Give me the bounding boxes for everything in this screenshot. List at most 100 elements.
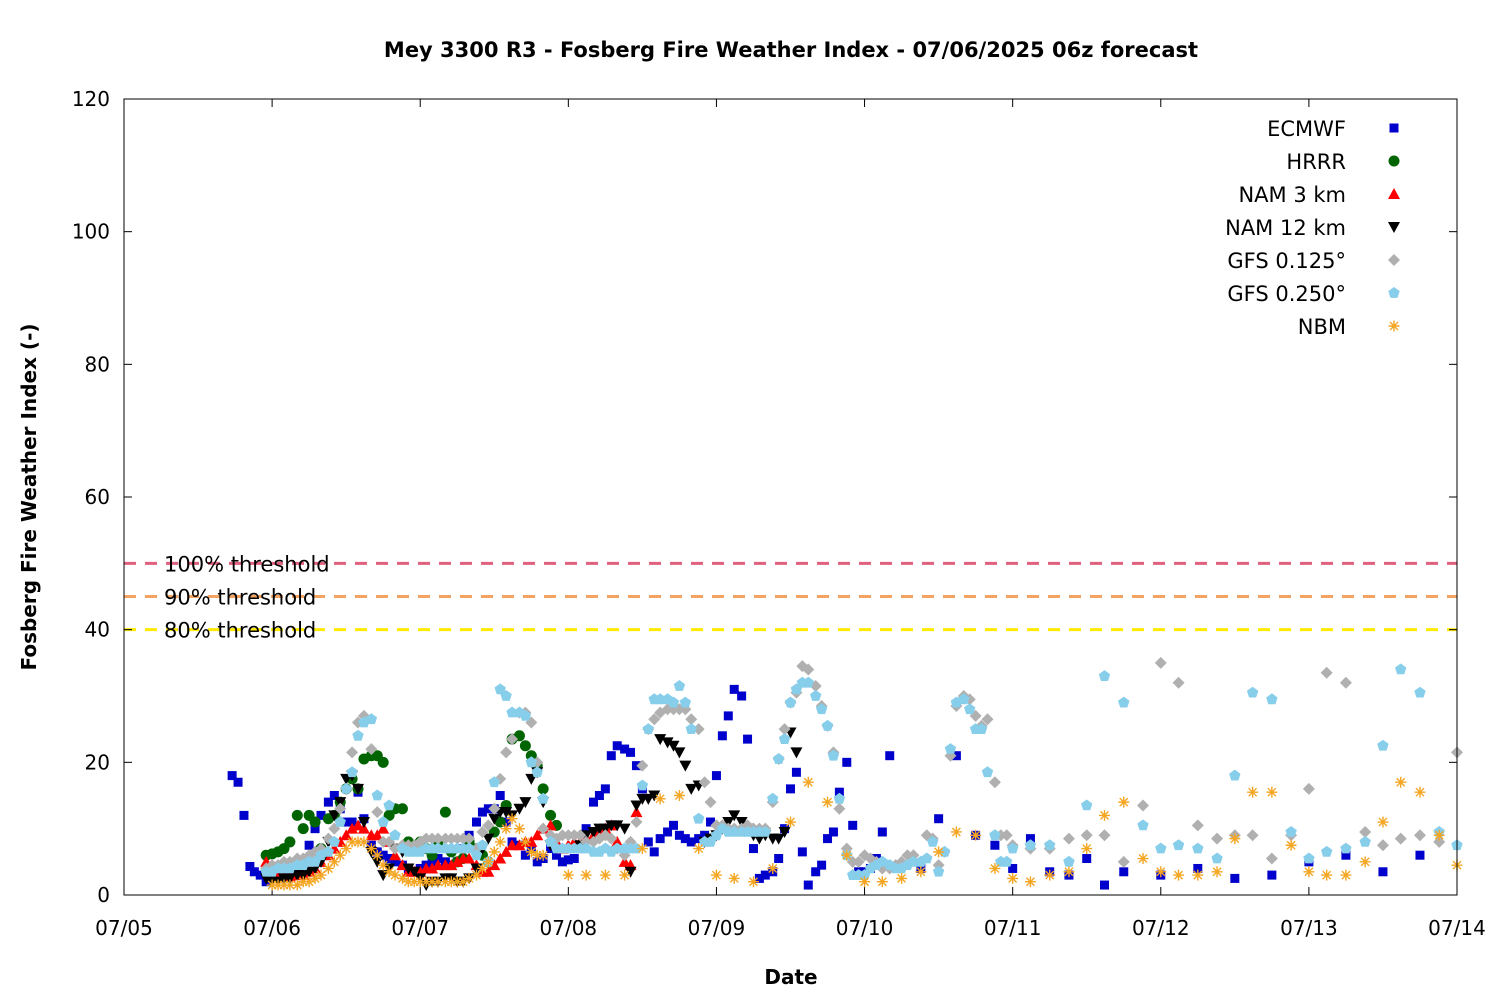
data-point bbox=[513, 823, 525, 835]
data-point bbox=[921, 852, 933, 864]
data-point bbox=[630, 800, 643, 812]
data-point bbox=[563, 855, 573, 865]
data-point bbox=[457, 876, 469, 888]
data-point bbox=[545, 809, 557, 821]
data-point bbox=[439, 876, 451, 888]
series-ecmwf bbox=[227, 684, 1425, 890]
data-point bbox=[383, 866, 395, 878]
data-point bbox=[581, 824, 591, 834]
legend-marker bbox=[1388, 287, 1400, 298]
data-point bbox=[896, 872, 908, 884]
data-point bbox=[642, 723, 654, 734]
data-point bbox=[396, 872, 408, 884]
data-point bbox=[1211, 832, 1224, 845]
data-point bbox=[352, 836, 364, 848]
data-point bbox=[322, 845, 335, 857]
data-point bbox=[587, 826, 600, 838]
x-tick-label: 07/08 bbox=[540, 916, 598, 940]
data-point bbox=[1267, 870, 1277, 880]
data-point bbox=[1172, 839, 1185, 851]
data-point bbox=[519, 740, 531, 752]
data-point bbox=[767, 792, 779, 804]
data-point bbox=[1099, 880, 1109, 890]
data-point bbox=[352, 729, 364, 741]
data-point bbox=[636, 779, 649, 791]
data-point bbox=[309, 872, 321, 884]
x-tick-label: 07/12 bbox=[1132, 916, 1190, 940]
threshold-label: 100% threshold bbox=[164, 552, 330, 576]
y-tick-label: 20 bbox=[85, 750, 110, 774]
data-point bbox=[964, 703, 976, 715]
data-point bbox=[323, 797, 333, 807]
data-point bbox=[1007, 872, 1019, 884]
data-point bbox=[642, 793, 655, 805]
data-point bbox=[334, 849, 346, 861]
data-point bbox=[537, 792, 549, 804]
data-point bbox=[1155, 842, 1167, 854]
data-point bbox=[981, 766, 994, 778]
legend-label: NAM 3 km bbox=[1238, 183, 1346, 207]
data-point bbox=[384, 854, 394, 864]
data-point bbox=[1192, 842, 1204, 854]
x-tick-label: 07/11 bbox=[984, 916, 1042, 940]
data-point bbox=[1137, 819, 1149, 831]
data-point bbox=[1341, 850, 1351, 860]
data-point bbox=[389, 869, 401, 881]
data-point bbox=[506, 733, 519, 746]
data-point bbox=[1191, 819, 1204, 832]
data-point bbox=[1359, 825, 1372, 838]
data-point bbox=[557, 857, 567, 867]
data-point bbox=[626, 747, 636, 757]
data-point bbox=[357, 822, 370, 834]
threshold-lines: 100% threshold 90% threshold 80% threshold bbox=[124, 552, 1457, 643]
data-point bbox=[482, 856, 494, 868]
data-point bbox=[885, 751, 895, 761]
data-point bbox=[463, 832, 476, 845]
data-point bbox=[1081, 843, 1093, 855]
data-point bbox=[1246, 686, 1259, 698]
data-point bbox=[426, 876, 438, 888]
data-point bbox=[494, 852, 507, 864]
legend-label: NAM 12 km bbox=[1225, 216, 1346, 240]
data-point bbox=[1339, 676, 1352, 689]
data-point bbox=[371, 789, 383, 801]
data-point bbox=[371, 856, 384, 868]
data-point bbox=[322, 862, 334, 874]
data-point bbox=[1098, 829, 1111, 842]
data-point bbox=[371, 806, 384, 819]
data-point bbox=[245, 861, 255, 871]
data-point bbox=[778, 733, 791, 744]
data-point bbox=[668, 820, 678, 830]
data-point bbox=[433, 854, 443, 864]
data-point bbox=[309, 816, 321, 828]
data-point bbox=[1044, 839, 1056, 851]
data-point bbox=[463, 852, 476, 864]
data-point bbox=[950, 826, 962, 838]
data-point bbox=[1359, 856, 1371, 868]
data-point bbox=[1302, 782, 1315, 795]
data-point bbox=[778, 723, 791, 736]
data-point bbox=[471, 869, 483, 881]
data-point bbox=[821, 719, 834, 731]
data-point bbox=[255, 870, 265, 880]
data-point bbox=[611, 842, 623, 854]
data-point bbox=[1415, 850, 1425, 860]
data-point bbox=[472, 817, 482, 827]
data-point bbox=[341, 817, 351, 827]
data-point bbox=[827, 749, 840, 761]
data-point bbox=[513, 839, 526, 851]
data-point bbox=[432, 842, 444, 854]
data-point bbox=[365, 713, 378, 725]
data-point bbox=[1340, 842, 1352, 854]
data-point bbox=[876, 876, 888, 888]
data-point bbox=[698, 776, 711, 789]
data-point bbox=[679, 760, 692, 772]
data-point bbox=[402, 876, 414, 888]
data-point bbox=[291, 879, 303, 891]
data-point bbox=[1378, 867, 1388, 877]
data-point bbox=[371, 829, 384, 841]
data-point bbox=[1080, 829, 1093, 842]
data-point bbox=[723, 711, 733, 721]
data-point bbox=[476, 862, 488, 874]
